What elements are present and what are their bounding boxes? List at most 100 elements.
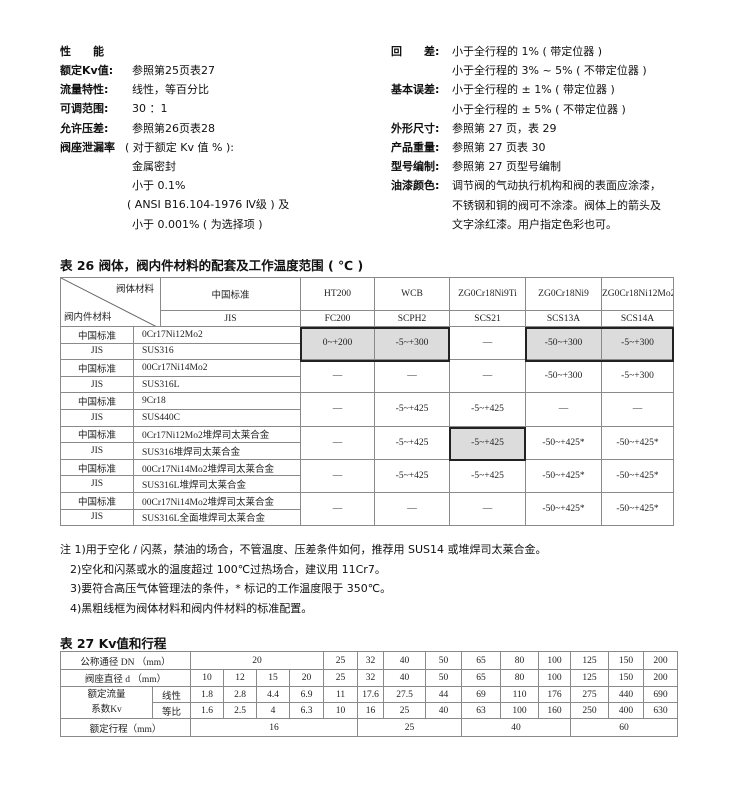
table-row: JIS SUS316L全面堆焊司太莱合金	[60, 508, 674, 527]
seat-value: 200	[643, 669, 679, 687]
equal-kv: 40	[425, 702, 463, 719]
body-material-jis: SCS13A	[525, 310, 602, 327]
note-line: 4)黑粗线框为阀体材料和阀内件材料的标准配置。	[70, 601, 313, 615]
temperature-range: -5~+300	[601, 325, 674, 361]
temperature-range: -50~+425*	[525, 491, 602, 527]
temperature-range: -5~+300	[601, 359, 674, 394]
standard-label: JIS	[60, 375, 134, 394]
table-row: 公称通径 DN （mm） 20 25 32 40 50 65 80 100 125 150 200	[59, 651, 679, 670]
standard-label: 中国标准	[60, 392, 134, 410]
standard-label: 中国标准	[60, 458, 134, 477]
corner-bottom-label: 阀内件材料	[64, 313, 112, 323]
linear-kv: 176	[538, 686, 572, 703]
dn-value: 40	[383, 651, 427, 670]
seat-label: 阀座直径 d （mm）	[59, 669, 192, 687]
body-material-cn: HT200	[300, 277, 375, 311]
note-line: 3)要符合高压气体管理法的条件，* 标记的工作温度限于 350℃。	[70, 582, 392, 595]
temperature-range: -50~+425*	[525, 425, 602, 460]
temperature-range: -5~+425	[449, 392, 526, 427]
temperature-range: —	[449, 359, 526, 394]
dn-label: 公称通径 DN （mm）	[59, 651, 192, 670]
temperature-range: —	[300, 458, 375, 493]
temperature-range: -5~+425	[374, 425, 450, 460]
kv-label-line: 额定流量	[87, 689, 126, 700]
trim-material-jis: SUS316L堆焊司太莱合金	[133, 475, 301, 493]
dn-value: 100	[538, 651, 572, 670]
specs-heading: 性 能	[60, 45, 104, 58]
trim-material-jis: SUS316L全面堆焊司太莱合金	[133, 508, 301, 527]
temperature-range: —	[374, 359, 450, 394]
body-material-cn: WCB	[374, 277, 450, 311]
linear-kv: 110	[500, 686, 540, 703]
dn-value: 65	[461, 651, 502, 670]
header-jis-label: JIS	[160, 310, 301, 327]
materials-temperature-table: 阀体材料 阀内件材料 中国标准 HT200 WCB ZG0Cr18Ni9Ti ZG0Cr18…	[60, 277, 674, 527]
linear-kv: 440	[608, 686, 645, 703]
temperature-range: -50~+425*	[601, 491, 674, 527]
travel-value: 25	[357, 718, 463, 737]
spec-value: 小于全行程的 ± 1% ( 带定位器 )	[452, 83, 615, 97]
spec-value: 小于全行程的 1% ( 带定位器 )	[452, 45, 603, 58]
trim-material-jis: SUS316堆焊司太莱合金	[133, 442, 301, 460]
spec-label: 外形尺寸:	[391, 121, 440, 135]
dn-value: 32	[357, 651, 385, 670]
table-row: 中国标准 0Cr17Ni12Mo2 0~+200 -5~+300— -50~+300 -5…	[60, 325, 674, 361]
table26-title: 表 26 阀体，阀内件材料的配套及工作温度范围 ( ℃ )	[60, 258, 364, 273]
header-cn-label: 中国标准	[160, 277, 301, 311]
temperature-range: —	[449, 325, 526, 361]
spec-label: 额定Kv值:	[60, 64, 114, 77]
equal-kv: 1.6	[190, 702, 225, 719]
temperature-range: -5~+425	[449, 458, 526, 493]
spec-label: 型号编制:	[391, 160, 440, 174]
trim-material-cn: 00Cr17Ni14Mo2	[133, 359, 301, 377]
table-row: JIS SUS316堆焊司太莱合金	[60, 442, 674, 460]
corner-top-label: 阀体材料	[115, 285, 154, 295]
temperature-range: —	[300, 425, 375, 460]
temperature-range: -50~+425*	[525, 458, 602, 493]
table-row: JIS SUS316L堆焊司太莱合金	[60, 475, 674, 493]
spec-label: 回 差:	[391, 45, 440, 58]
seat-value: 150	[608, 669, 645, 687]
body-material-cn: ZG0Cr18Ni12Mo2Ti	[601, 277, 674, 311]
equal-kv: 400	[608, 702, 645, 719]
spec-value: 调节阀的气动执行机构和阀的表面应涂漆，	[452, 179, 661, 193]
spec-value: 小于全行程的 ± 5% ( 不带定位器 )	[452, 102, 626, 116]
temperature-range: —	[300, 392, 375, 427]
linear-kv: 6.9	[289, 686, 325, 703]
corner-cell: 阀体材料阀内件材料	[60, 277, 161, 327]
linear-kv: 11	[323, 686, 359, 703]
travel-value: 60	[570, 718, 679, 737]
kv-label-line: 系数Kv	[91, 704, 122, 715]
table-row: 中国标准 9Cr18— -5~+425 -5~+425— —	[60, 392, 674, 427]
linear-kv: 690	[643, 686, 679, 703]
travel-label: 额定行程（mm）	[59, 718, 192, 737]
leakage-line: 小于 0.001% ( 为选择项 )	[132, 217, 263, 231]
trim-material-jis: SUS440C	[133, 408, 301, 427]
equal-kv: 16	[357, 702, 385, 719]
spec-value: 参照第 27 页，表 29	[452, 121, 557, 135]
linear-kv: 2.8	[223, 686, 258, 703]
dn-value: 150	[608, 651, 645, 670]
trim-material-cn: 0Cr17Ni12Mo2堆焊司太莱合金	[133, 425, 301, 444]
temperature-range: -50~+300	[525, 325, 602, 361]
table-row: 阀座直径 d （mm） 10 12 15 20 25 32 40 50 65 80 100 125 150…	[59, 669, 679, 687]
linear-kv: 275	[570, 686, 610, 703]
seat-value: 125	[570, 669, 610, 687]
equal-kv: 2.5	[223, 702, 258, 719]
trim-material-jis: SUS316L	[133, 375, 301, 394]
spec-value: 参照第26页表28	[132, 121, 215, 135]
dn-value: 80	[500, 651, 540, 670]
spec-label: 允许压差:	[60, 121, 109, 135]
dn-value: 25	[323, 651, 359, 670]
temperature-range: -5~+425	[449, 425, 526, 460]
leakage-line: 金属密封	[132, 160, 176, 173]
seat-value: 10	[190, 669, 225, 687]
spec-value: 小于全行程的 3% ~ 5% ( 不带定位器 )	[452, 64, 647, 78]
temperature-range: —	[601, 392, 674, 427]
seat-value: 100	[538, 669, 572, 687]
spec-value: 不锈钢和铜的阀可不涂漆。阀体上的箭头及	[452, 198, 661, 212]
equal-kv: 63	[461, 702, 502, 719]
body-material-jis: SCS21	[449, 310, 526, 327]
trim-material-cn: 00Cr17Ni14Mo2堆焊司太莱合金	[133, 458, 301, 477]
diagonal-line	[61, 278, 156, 326]
